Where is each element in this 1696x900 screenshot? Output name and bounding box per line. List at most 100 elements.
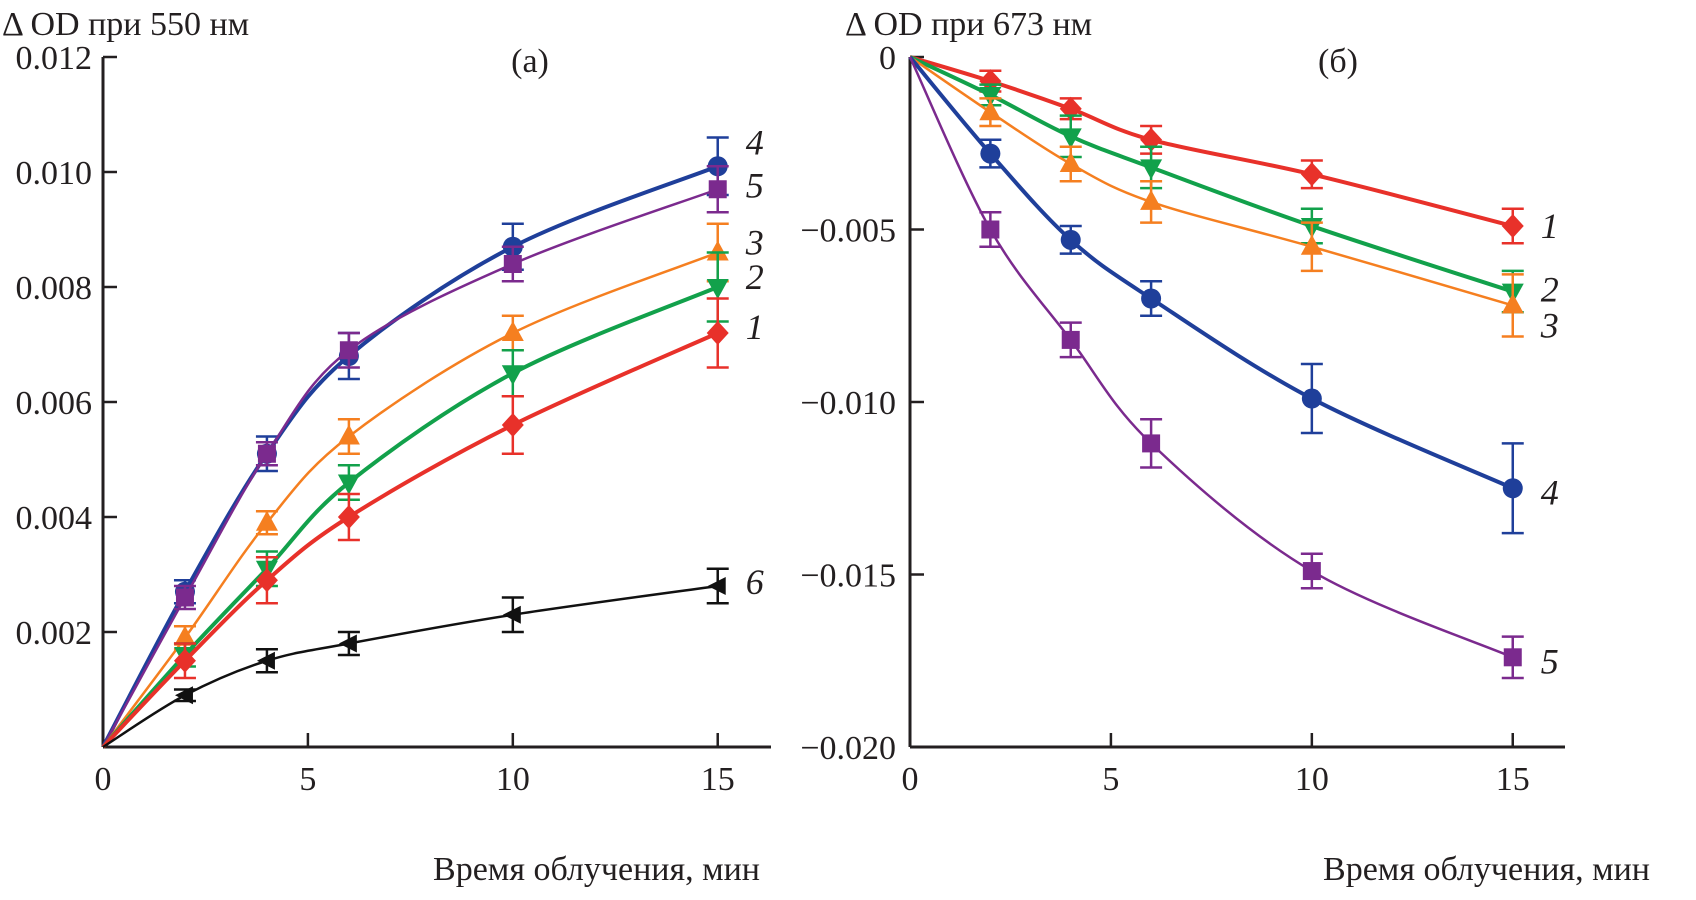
- data-point-square: [503, 255, 522, 273]
- x-tick-label: 5: [299, 761, 316, 798]
- x-tick-label: 15: [1496, 761, 1530, 798]
- series-line: [101, 164, 719, 748]
- series-label: 1: [1541, 206, 1559, 246]
- x-tick-label: 15: [701, 761, 735, 798]
- y-axis-label: Δ OD при 673 нм: [845, 6, 1092, 43]
- panel-b: Δ OD при 673 нм (б) Время облучения, мин…: [800, 6, 1650, 888]
- series-5: 5: [101, 165, 764, 748]
- series-label: 3: [745, 223, 764, 263]
- panel-label: (б): [1318, 43, 1358, 80]
- series-line: [909, 55, 1514, 307]
- y-tick-label: 0.002: [16, 615, 93, 652]
- data-point-triangle-up: [337, 424, 360, 445]
- data-point-diamond: [255, 568, 278, 593]
- data-point-triangle-left: [174, 686, 193, 705]
- data-point-square: [1302, 562, 1321, 581]
- data-point-triangle-up: [255, 510, 278, 531]
- data-point-diamond: [1300, 162, 1323, 187]
- data-point-square: [1503, 648, 1522, 667]
- data-point-triangle-up: [1140, 189, 1163, 210]
- y-tick-label: −0.015: [800, 558, 896, 595]
- data-point-circle: [980, 143, 1001, 164]
- x-axis-label: Время облучения, мин: [433, 851, 760, 888]
- data-point-square: [175, 588, 194, 607]
- data-point-triangle-up: [501, 321, 524, 341]
- x-tick-label: 0: [95, 761, 112, 798]
- x-axis-label: Время облучения, мин: [1323, 851, 1650, 888]
- data-point-square: [708, 180, 727, 199]
- y-tick-label: −0.010: [800, 385, 896, 422]
- data-point-diamond: [706, 321, 729, 345]
- y-tick-label: 0.006: [16, 385, 93, 422]
- x-tick-label: 10: [496, 761, 530, 798]
- y-tick-label: 0.010: [16, 155, 93, 192]
- data-point-triangle-down: [337, 474, 360, 495]
- series-4: 4: [908, 55, 1559, 535]
- y-tick-label: −0.020: [800, 730, 896, 767]
- data-point-triangle-left: [502, 605, 521, 624]
- series-2: 2: [101, 251, 764, 749]
- series-1: 1: [101, 297, 764, 749]
- data-point-triangle-down: [501, 365, 524, 386]
- data-point-diamond: [501, 413, 524, 437]
- data-point-triangle-down: [979, 86, 1002, 107]
- data-point-triangle-up: [706, 240, 729, 261]
- data-point-diamond: [173, 648, 196, 673]
- series-label: 3: [1540, 305, 1559, 345]
- x-tick-label: 0: [902, 761, 919, 798]
- data-point-triangle-up: [1059, 151, 1082, 172]
- data-point-circle: [1502, 478, 1523, 499]
- series-label: 5: [746, 165, 764, 205]
- data-point-square: [1142, 434, 1161, 453]
- data-point-triangle-left: [256, 651, 275, 670]
- y-tick-label: −0.005: [800, 213, 896, 250]
- plot-area: 45 32 1 6: [101, 122, 764, 749]
- series-label: 6: [746, 562, 764, 602]
- x-tick-label: 10: [1295, 761, 1329, 798]
- series-line: [908, 55, 1514, 491]
- series-line: [101, 188, 719, 748]
- series-6: 6: [102, 562, 764, 749]
- series-label: 4: [746, 122, 764, 162]
- series-line: [908, 56, 1514, 659]
- data-point-square: [339, 341, 358, 360]
- data-point-circle: [1141, 288, 1162, 309]
- data-point-triangle-up: [979, 100, 1002, 121]
- data-point-square: [981, 220, 1000, 239]
- series-line: [102, 251, 719, 748]
- data-point-diamond: [1501, 214, 1524, 239]
- data-point-triangle-left: [707, 577, 726, 595]
- data-point-triangle-left: [338, 634, 357, 653]
- y-tick-label: 0.012: [16, 40, 93, 77]
- data-point-triangle-up: [173, 625, 196, 646]
- series-line: [909, 55, 1514, 228]
- y-tick-label: 0.008: [16, 270, 93, 307]
- y-tick-label: 0: [879, 40, 896, 77]
- data-point-diamond: [337, 505, 360, 529]
- y-axis-label: Δ OD при 550 нм: [2, 6, 249, 43]
- x-tick-label: 5: [1102, 761, 1119, 798]
- series-label: 1: [746, 307, 764, 347]
- y-tick-label: 0.004: [16, 500, 93, 537]
- series-label: 5: [1541, 641, 1559, 681]
- data-point-triangle-up: [1501, 293, 1524, 314]
- panel-a: Δ OD при 550 нм (а) Время облучения, мин…: [2, 6, 771, 888]
- data-point-circle: [1301, 388, 1322, 409]
- series-2: 2: [909, 55, 1559, 314]
- series-label: 2: [1541, 270, 1559, 310]
- data-point-triangle-up: [1300, 234, 1323, 255]
- series-line: [101, 331, 719, 749]
- data-point-triangle-down: [1059, 128, 1082, 149]
- series-label: 4: [1541, 472, 1559, 512]
- panel-label: (а): [511, 43, 549, 80]
- data-point-triangle-down: [706, 279, 729, 299]
- series-label: 2: [746, 257, 764, 297]
- series-3: 3: [909, 55, 1559, 345]
- series-1: 1: [909, 55, 1559, 246]
- data-point-square: [257, 444, 276, 463]
- data-point-circle: [1060, 229, 1081, 250]
